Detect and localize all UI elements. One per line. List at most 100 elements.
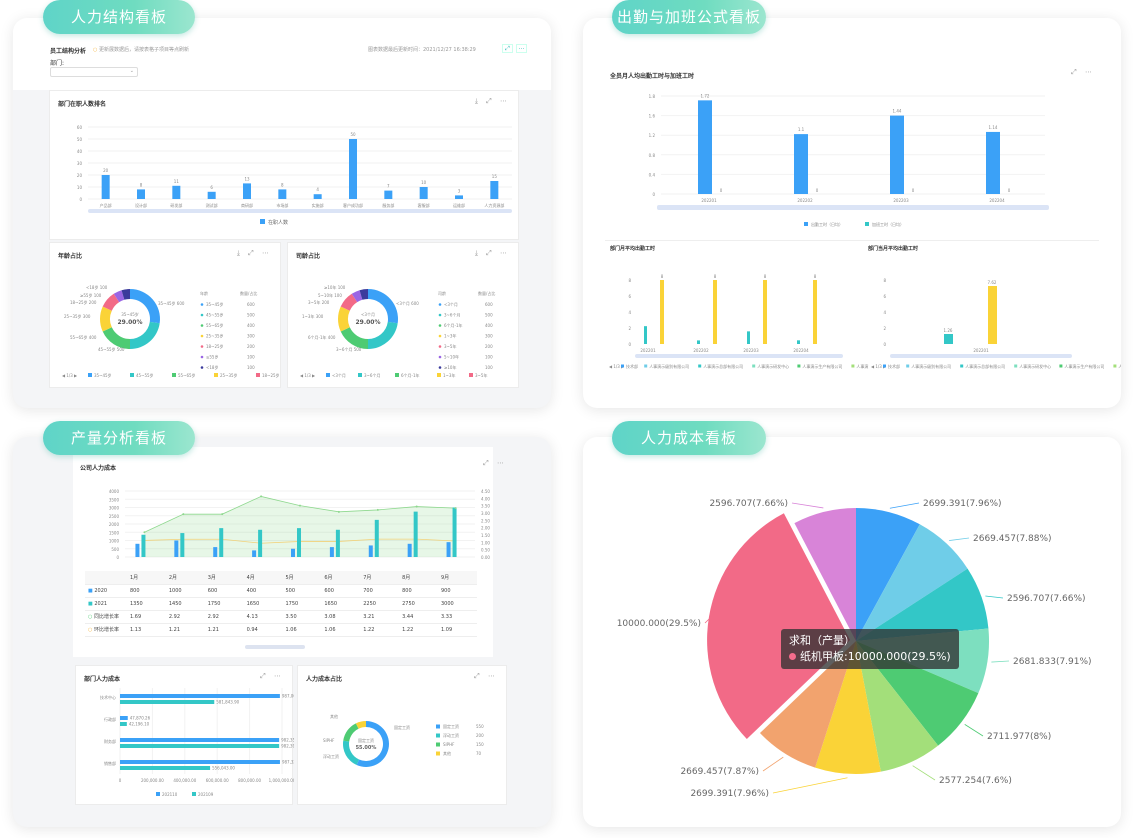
legend-swatch	[469, 373, 473, 377]
legend-value: 550	[476, 724, 484, 729]
legend-swatch	[437, 373, 441, 377]
legend-swatch	[130, 373, 134, 377]
bar-value-label: 42,196.10	[129, 722, 150, 727]
legend-label: 人事演示研发中心	[757, 363, 789, 369]
table-header-cell: 1月	[127, 571, 166, 585]
pie-slice	[856, 641, 939, 772]
dept-bar	[455, 195, 463, 199]
dept-name: 技术中心	[100, 694, 116, 700]
legend-swatch	[172, 373, 176, 377]
panel-tools[interactable]: ⤓ ⤢ ⋯	[474, 97, 510, 105]
dept-bar	[419, 187, 428, 199]
panel-tools[interactable]: ⤓ ⤢ ⋯	[474, 249, 510, 257]
bar-2021	[141, 534, 146, 557]
legend-swatch	[358, 373, 362, 377]
output-board-card: 公司人力成本 ⤢ ⋯ 4000 3500 3000 2500 2000 1500 1000 5…	[13, 437, 551, 827]
growth-point	[299, 504, 301, 507]
y-right-tick: 1.00	[481, 540, 490, 545]
table-header: 年龄	[200, 290, 208, 296]
growth-point	[260, 495, 263, 498]
legend-dot	[200, 355, 204, 359]
y-left-tick: 1500	[109, 530, 120, 535]
table-row-value: 200	[485, 344, 493, 349]
hr-title: 员工结构分析	[50, 48, 87, 55]
donut-slice	[368, 289, 398, 324]
x-tick-label: 400,000.00	[173, 778, 196, 783]
y-tick-label: 6	[628, 294, 631, 299]
work-hours-bar	[794, 134, 808, 194]
y-tick-label: 1.8	[649, 94, 656, 99]
table-cell: 2250	[360, 597, 400, 611]
table-cell: 2.92	[204, 610, 244, 624]
pie-slice	[794, 508, 856, 641]
bar-value-label: 987,326.00	[282, 760, 294, 765]
dept-current-title: 部门当月平均出勤工时	[868, 246, 919, 252]
ratio-slice	[343, 723, 359, 742]
bar-2020	[252, 550, 257, 557]
legend-swatch	[1059, 364, 1063, 368]
table-header-cell: 5月	[282, 571, 322, 585]
y-left-tick: 3000	[109, 506, 120, 511]
legend-label: 人事演	[1118, 363, 1121, 369]
bar-2021	[219, 528, 224, 557]
attendance-board-tab[interactable]: 出勤与加班公式看板	[612, 0, 766, 34]
y-right-tick: 4.00	[481, 496, 490, 501]
bar-value-label: 987,000.00	[282, 694, 294, 699]
legend-swatch	[192, 792, 196, 796]
dept-cost-title: 部门人力成本	[84, 676, 121, 683]
output-board-tab[interactable]: 产量分析看板	[43, 421, 195, 455]
panel-tools[interactable]: ⤢ ⋯	[474, 672, 498, 680]
y-right-tick: 4.50	[481, 489, 490, 494]
table-row-label: 45~55岁	[206, 312, 224, 318]
table-cell: 3000	[438, 597, 477, 611]
attendance-title: 全员月人均出勤工时与加班工时	[610, 73, 695, 80]
legend-swatch	[851, 364, 855, 368]
cost-combo-chart: 4000 3500 3000 2500 2000 1500 1000 500 0 4.50 4.00…	[109, 489, 491, 560]
dept-select[interactable]: ⌄	[50, 67, 138, 77]
age-chart-title: 年龄占比	[58, 253, 83, 260]
cost-board-tab[interactable]: 人力成本看板	[612, 421, 766, 455]
panel-tools[interactable]: ⤢ ⋯	[260, 672, 284, 680]
panel-tools[interactable]: ⤢ ⋯	[483, 459, 507, 467]
x-tick-label: 202202	[693, 348, 709, 353]
donut-outer-label: 35~45岁 600	[158, 300, 185, 306]
donut-outer-label: 3~5年 200	[308, 299, 330, 305]
legend-label: 人事演示总部有限公司	[703, 363, 743, 369]
legend-dot	[438, 355, 442, 359]
y-tick-label: 0	[883, 342, 886, 347]
hr-hint: ○ 更新展数据后，请按表格子项目等点刷新	[93, 47, 189, 53]
table-row-label: 3~5年	[444, 343, 456, 349]
dept-bar	[747, 331, 750, 344]
work-hours-bar	[986, 131, 1000, 194]
legend-swatch	[436, 724, 440, 729]
cost-ratio-panel: 人力成本占比 ⤢ ⋯ 固定工资 55.00% 其他 SIPHF 浮动工资 固定工资 固定工资…	[297, 665, 507, 805]
legend-label: 人事演示生产有限公司	[802, 363, 842, 369]
bar-value-label: 10	[421, 180, 427, 185]
panel-tools[interactable]: ⤓ ⤢ ⋯	[236, 249, 272, 257]
bar-2020	[368, 545, 373, 557]
legend-swatch	[436, 751, 440, 756]
table-cell: 800	[127, 584, 166, 598]
pie-label-line	[889, 502, 920, 509]
donut-slice	[351, 290, 363, 303]
expand-icon[interactable]: ⤢	[502, 44, 513, 53]
pie-slice-label: 2577.254(7.6%)	[939, 776, 1012, 786]
panel-tools[interactable]: ⤢ ⋯	[1071, 68, 1095, 76]
y-tick-label: 2	[628, 326, 631, 331]
table-header: 数量/占比	[240, 290, 257, 296]
monthly-table: 1月 2月 3月 4月 5月 6月 7月 8月 9月 ■ 2020 800 1000 600 400 500…	[85, 571, 477, 637]
bar-202110	[120, 694, 280, 698]
y-tick-label: 8	[883, 278, 886, 283]
table-header-cell: 4月	[243, 571, 283, 585]
donut-slice	[121, 289, 130, 300]
more-icon[interactable]: …	[516, 44, 527, 53]
table-row-value: 100	[247, 365, 255, 370]
legend-dot	[438, 303, 442, 306]
y-tick-label: 20	[77, 173, 83, 178]
hr-board-tab[interactable]: 人力结构看板	[43, 0, 195, 34]
table-cell: 1750	[282, 597, 322, 611]
legend-dot	[438, 345, 442, 348]
ratio-slice	[355, 721, 366, 729]
bar-2021	[258, 529, 263, 557]
bar-202109	[120, 766, 211, 770]
